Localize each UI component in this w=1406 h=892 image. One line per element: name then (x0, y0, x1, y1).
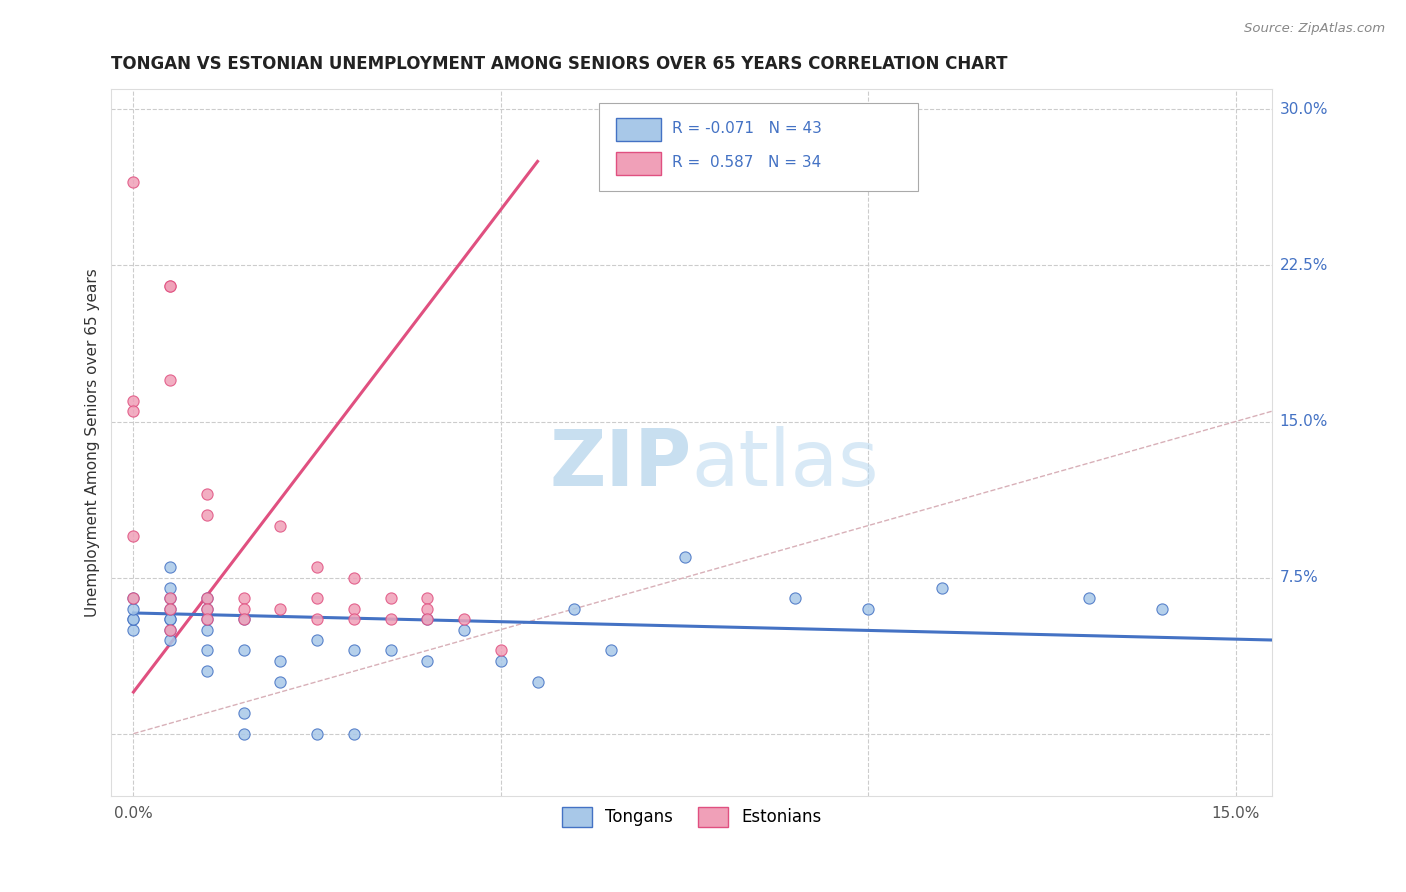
Text: 15.0%: 15.0% (1279, 414, 1329, 429)
Point (453, 623, 475, 637)
Point (1077, 591, 1099, 606)
Point (343, 612, 366, 626)
Point (343, 602, 366, 616)
Text: 0.0%: 0.0% (114, 806, 153, 822)
Point (232, 591, 254, 606)
Text: ZIP: ZIP (550, 425, 692, 501)
Point (195, 487, 218, 501)
Point (159, 602, 181, 616)
Point (159, 591, 181, 606)
Point (307, 560, 329, 574)
Point (195, 623, 218, 637)
Point (526, 674, 548, 689)
Point (159, 623, 181, 637)
Point (159, 279, 181, 293)
Point (122, 175, 145, 189)
Point (159, 591, 181, 606)
Point (269, 518, 291, 533)
Point (931, 581, 953, 595)
Point (269, 674, 291, 689)
FancyBboxPatch shape (616, 152, 661, 175)
Point (307, 633, 329, 648)
Point (159, 612, 181, 626)
Point (159, 373, 181, 387)
Point (122, 591, 145, 606)
Point (307, 612, 329, 626)
Point (380, 612, 402, 626)
Y-axis label: Unemployment Among Seniors over 65 years: Unemployment Among Seniors over 65 years (86, 268, 100, 616)
Point (195, 591, 218, 606)
Point (489, 643, 512, 657)
Point (232, 612, 254, 626)
Text: R =  0.587   N = 34: R = 0.587 N = 34 (672, 155, 821, 170)
Point (122, 393, 145, 408)
Point (416, 612, 439, 626)
Text: 22.5%: 22.5% (1279, 258, 1329, 273)
Point (232, 602, 254, 616)
Point (600, 643, 623, 657)
Point (159, 581, 181, 595)
Point (195, 643, 218, 657)
Point (269, 654, 291, 668)
Point (195, 612, 218, 626)
Point (195, 665, 218, 679)
Text: 30.0%: 30.0% (1279, 102, 1329, 117)
Point (195, 602, 218, 616)
Point (232, 643, 254, 657)
Point (1152, 602, 1174, 616)
Point (195, 612, 218, 626)
Point (159, 279, 181, 293)
Point (380, 643, 402, 657)
Text: R = -0.071   N = 43: R = -0.071 N = 43 (672, 121, 823, 136)
Legend: Tongans, Estonians: Tongans, Estonians (555, 800, 828, 834)
Point (343, 571, 366, 585)
Point (195, 591, 218, 606)
Point (122, 623, 145, 637)
Point (343, 643, 366, 657)
Text: atlas: atlas (692, 425, 879, 501)
Point (307, 726, 329, 740)
Point (416, 591, 439, 606)
Text: TONGAN VS ESTONIAN UNEMPLOYMENT AMONG SENIORS OVER 65 YEARS CORRELATION CHART: TONGAN VS ESTONIAN UNEMPLOYMENT AMONG SE… (111, 55, 1008, 73)
Point (159, 623, 181, 637)
Point (232, 612, 254, 626)
Point (122, 612, 145, 626)
Point (343, 726, 366, 740)
Point (122, 591, 145, 606)
Point (195, 602, 218, 616)
Point (307, 591, 329, 606)
Point (416, 602, 439, 616)
Point (453, 612, 475, 626)
Point (159, 633, 181, 648)
Text: Source: ZipAtlas.com: Source: ZipAtlas.com (1244, 22, 1385, 36)
FancyBboxPatch shape (599, 103, 918, 191)
FancyBboxPatch shape (616, 118, 661, 141)
Point (159, 602, 181, 616)
Point (562, 602, 585, 616)
Point (489, 654, 512, 668)
Point (122, 404, 145, 418)
Point (122, 529, 145, 543)
Point (232, 726, 254, 740)
Point (416, 654, 439, 668)
Point (122, 602, 145, 616)
Point (380, 591, 402, 606)
Point (232, 706, 254, 720)
Point (195, 508, 218, 523)
Point (122, 612, 145, 626)
Text: 7.5%: 7.5% (1279, 570, 1319, 585)
Point (416, 612, 439, 626)
Text: 15.0%: 15.0% (1212, 806, 1260, 822)
Point (159, 612, 181, 626)
Point (858, 602, 880, 616)
Point (783, 591, 806, 606)
Point (269, 602, 291, 616)
Point (673, 549, 696, 564)
Point (159, 560, 181, 574)
